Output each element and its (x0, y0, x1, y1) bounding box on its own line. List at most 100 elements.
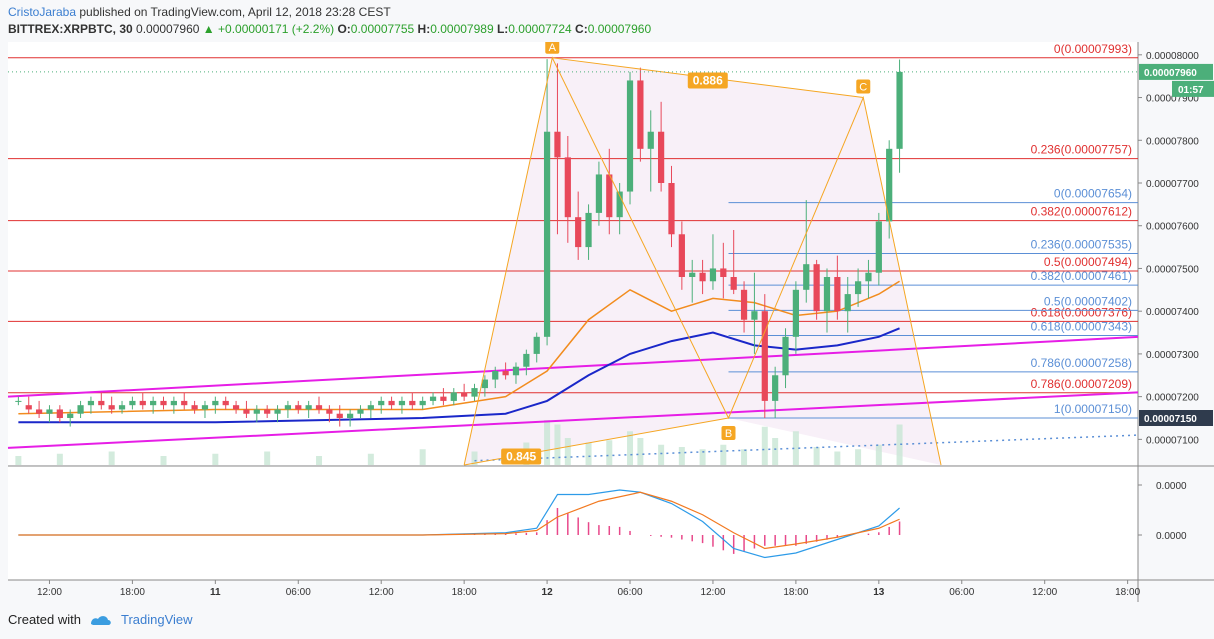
candle-body (243, 409, 250, 414)
candle-body (461, 392, 468, 397)
signal-line (18, 491, 900, 550)
candle-body (875, 221, 882, 273)
fib-blue-label: 0.382(0.00007461) (1031, 269, 1132, 283)
volume-bar (699, 449, 706, 465)
x-tick-label: 18:00 (783, 587, 808, 598)
y-tick-label: 0.00007900 (1146, 94, 1199, 105)
candle-body (25, 405, 32, 410)
macd-y-tick-label: 0.0000 (1156, 481, 1187, 492)
volume-bar (720, 444, 727, 465)
y-tick-label: 0.00008000 (1146, 51, 1199, 62)
volume-bar (658, 444, 665, 465)
x-tick-label: 12 (542, 587, 554, 598)
candle-body (305, 405, 312, 410)
x-tick-label: 12:00 (369, 587, 394, 598)
volume-bar (855, 449, 862, 465)
candle-body (865, 272, 872, 282)
candle-body (15, 400, 22, 402)
macd-y-tick-label: 0.0000 (1156, 531, 1187, 542)
candle-body (409, 400, 416, 406)
pattern-point-label: B (725, 428, 732, 440)
moving-average-blue (18, 327, 900, 424)
volume-bar (772, 438, 779, 465)
ratio-label: 0.886 (693, 73, 723, 87)
candle-body (284, 405, 292, 410)
pattern-point-badge (545, 42, 560, 54)
candle-body (274, 409, 281, 414)
y-tick-label: 0.00007400 (1146, 307, 1199, 318)
candle-body (118, 405, 126, 410)
marker-price-label: 0.00007150 (1144, 414, 1197, 425)
author-link[interactable]: CristoJaraba (8, 5, 77, 19)
candle-body (834, 277, 841, 312)
moving-average-orange (18, 280, 900, 415)
candle-body (709, 268, 717, 282)
candle-body (502, 371, 509, 376)
candle-body (326, 409, 333, 414)
candle-body (844, 294, 851, 312)
candle-body (315, 405, 323, 410)
price-chart[interactable]: 0(0.00007993) 0.236(0.00007757) 0.382(0.00… (0, 42, 1214, 610)
candle-body (886, 148, 893, 222)
volume-bar (544, 420, 551, 465)
volume-bar (896, 424, 903, 465)
pattern-point-label: A (549, 42, 557, 54)
candle-body (575, 217, 582, 248)
candle-body (512, 366, 520, 376)
candle-body (98, 400, 105, 406)
change-value: +0.00000171 (+2.2%) (218, 22, 335, 36)
candle-body (378, 400, 385, 406)
candle-body (740, 289, 748, 320)
fib-red-label: 0.618(0.00007376) (1031, 305, 1132, 319)
fib-blue-label: 0.236(0.00007535) (1031, 238, 1132, 252)
y-tick-label: 0.00007800 (1146, 136, 1199, 147)
candle-body (823, 277, 831, 312)
candle-body (792, 289, 799, 337)
volume-bar (212, 453, 219, 465)
candle-body (720, 268, 727, 277)
dotted-trend-line (474, 434, 1139, 462)
volume-bar (585, 442, 592, 465)
last-price: 0.00007960 (136, 22, 200, 36)
created-with-text: Created with (8, 612, 81, 627)
candle-body (129, 400, 136, 406)
x-tick-label: 18:00 (452, 587, 477, 598)
marker-price-badge (1139, 410, 1213, 426)
candle-body (253, 409, 260, 414)
ratio-badge (687, 72, 728, 89)
close-label: C: (575, 22, 588, 36)
candle-body (232, 405, 240, 410)
candle-body (543, 131, 551, 337)
candle-body (56, 409, 63, 418)
candle-body (398, 400, 406, 406)
pattern-fill-xab (464, 57, 729, 466)
candle-body (191, 405, 198, 410)
candle-body (896, 71, 903, 149)
candle-body (471, 388, 478, 397)
candle-body (264, 409, 271, 414)
candle-body (658, 131, 665, 183)
volume-bar (367, 453, 374, 465)
tradingview-brand[interactable]: TradingView (120, 612, 193, 627)
volume-bar (316, 456, 323, 465)
volume-bar (264, 451, 271, 465)
volume-bar (15, 456, 22, 465)
volume-bar (813, 447, 820, 465)
tradingview-logo-icon (90, 615, 111, 625)
volume-bar (554, 424, 561, 465)
candle-body (761, 311, 768, 401)
candle-body (689, 272, 696, 277)
candle-body (585, 212, 592, 248)
candle-body (295, 405, 302, 410)
fib-red-label: 0.5(0.00007494) (1044, 255, 1132, 269)
candle-body (772, 375, 779, 401)
fib-red-label: 0.382(0.00007612) (1031, 205, 1132, 219)
candle-body (336, 413, 343, 418)
fib-blue-label: 0(0.00007654) (1054, 187, 1132, 201)
pattern-point-badge (856, 79, 871, 94)
candle-body (803, 264, 810, 290)
countdown-badge (1172, 80, 1214, 97)
ratio-label: 0.845 (506, 449, 536, 463)
candle-body (419, 400, 426, 406)
candle-body (67, 413, 74, 418)
